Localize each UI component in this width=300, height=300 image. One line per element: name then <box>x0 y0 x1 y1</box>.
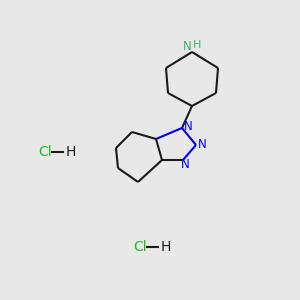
Text: N: N <box>181 158 189 172</box>
Text: N: N <box>184 119 192 133</box>
Text: N: N <box>198 139 206 152</box>
Text: Cl: Cl <box>38 145 52 159</box>
Text: H: H <box>193 40 201 50</box>
Text: H: H <box>66 145 76 159</box>
Text: N: N <box>183 40 191 53</box>
Text: H: H <box>161 240 171 254</box>
Text: Cl: Cl <box>133 240 147 254</box>
